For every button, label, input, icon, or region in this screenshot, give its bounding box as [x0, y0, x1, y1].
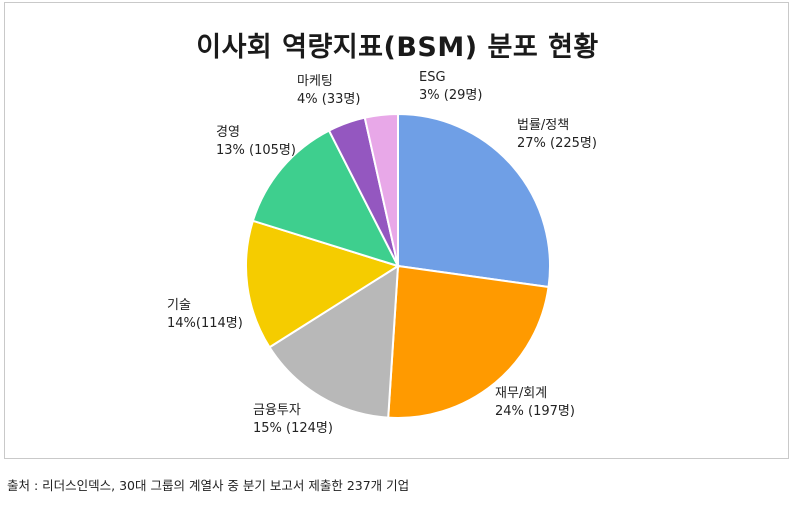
pie-slice	[363, 112, 399, 267]
source-note: 출처 : 리더스인덱스, 30대 그룹의 계열사 중 분기 보고서 제출한 23…	[7, 478, 410, 493]
pie-slice	[387, 264, 550, 419]
slice-value-label: 3% (29명)	[419, 88, 482, 103]
slice-value-label: 15% (124명)	[253, 421, 333, 436]
slice-name-label: 기술	[167, 298, 191, 313]
slice-name-label: 금융투자	[253, 403, 301, 418]
slice-value-label: 4% (33명)	[297, 92, 360, 107]
pie-slice	[268, 264, 400, 419]
chart-title: 이사회 역량지표(BSM) 분포 현황	[196, 32, 599, 63]
slice-name-label: 마케팅	[297, 74, 333, 89]
slice-value-label: 27% (225명)	[517, 136, 597, 151]
slice-name-label: 법률/정책	[517, 118, 569, 133]
slice-value-label: 13% (105명)	[216, 143, 296, 158]
chart-frame: 이사회 역량지표(BSM) 분포 현황 법률/정책 27% (225명) 재무/회계…	[4, 2, 789, 459]
slice-name-label: ESG	[419, 70, 446, 85]
slice-value-label: 14%(114명)	[167, 316, 243, 331]
slice-name-label: 재무/회계	[495, 386, 547, 401]
slice-name-label: 경영	[216, 125, 240, 140]
slice-value-label: 24% (197명)	[495, 404, 575, 419]
pie-slice	[245, 219, 401, 349]
pie-chart: 법률/정책 27% (225명) 재무/회계 24% (197명) 금융투자 15% (1…	[167, 70, 597, 436]
pie-slice	[251, 129, 400, 268]
pie-slice	[397, 112, 551, 289]
